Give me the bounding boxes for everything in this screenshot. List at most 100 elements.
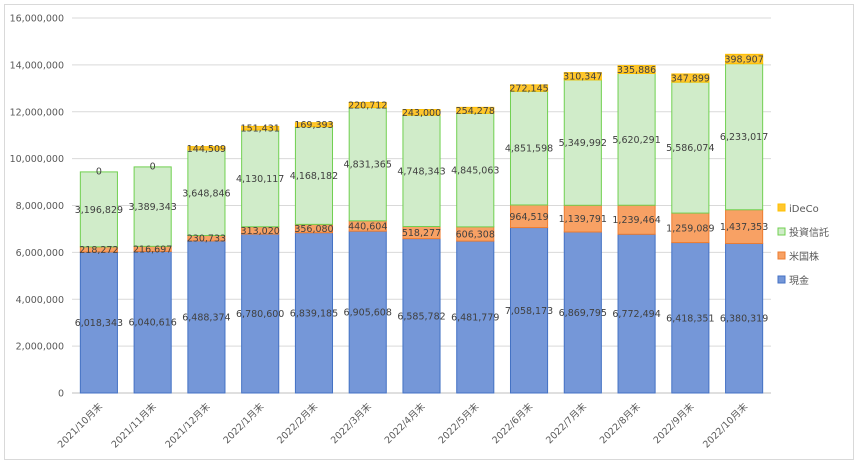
stacked-bar-chart: 0 2,000,000 4,000,000 6,000,000 8,000,000 10,… bbox=[10, 14, 829, 451]
bar-segment bbox=[241, 125, 280, 131]
bar-segment bbox=[348, 107, 387, 222]
data-label: 4,831,365 bbox=[344, 160, 392, 171]
bar-segment bbox=[671, 212, 710, 244]
data-label: 254,278 bbox=[456, 106, 495, 117]
data-label: 7,058,173 bbox=[505, 306, 553, 317]
data-label: 6,869,795 bbox=[559, 308, 607, 319]
data-label: 216,697 bbox=[133, 244, 172, 255]
legend-swatch bbox=[777, 275, 786, 284]
data-label: 3,196,829 bbox=[75, 205, 123, 216]
data-label: 3,648,846 bbox=[182, 188, 230, 199]
bars bbox=[79, 53, 764, 394]
data-label: 6,772,494 bbox=[612, 309, 660, 320]
legend-item: 投資信託 bbox=[777, 226, 829, 239]
data-label: 4,748,343 bbox=[397, 166, 445, 177]
bar-segment bbox=[563, 231, 602, 394]
data-label: 1,239,464 bbox=[612, 215, 660, 226]
bar-segment bbox=[402, 238, 441, 394]
x-tick-label: 2022/3月末 bbox=[328, 400, 374, 446]
chart-area: 0 2,000,000 4,000,000 6,000,000 8,000,000 10,… bbox=[4, 4, 854, 460]
legend-label: 現金 bbox=[789, 274, 809, 287]
bar-segment bbox=[509, 84, 549, 92]
bar-segment bbox=[133, 250, 172, 394]
y-axis: 0 2,000,000 4,000,000 6,000,000 8,000,000 10,… bbox=[10, 14, 64, 400]
data-label: 6,018,343 bbox=[75, 318, 123, 329]
data-label: 6,780,600 bbox=[236, 309, 284, 320]
data-label: 1,259,089 bbox=[666, 223, 714, 234]
bar-segment bbox=[294, 126, 334, 225]
bar-segment bbox=[187, 149, 226, 237]
bar-segment bbox=[79, 171, 118, 248]
data-label: 4,168,182 bbox=[290, 171, 338, 182]
x-tick-label: 2022/10月末 bbox=[700, 400, 750, 450]
y-tick-label: 12,000,000 bbox=[10, 107, 64, 118]
data-label: 440,604 bbox=[348, 221, 387, 232]
data-label: 606,308 bbox=[456, 229, 495, 240]
data-label: 313,020 bbox=[241, 226, 280, 237]
x-tick-label: 2022/1月末 bbox=[221, 400, 267, 446]
y-tick-label: 14,000,000 bbox=[10, 60, 64, 71]
bar-segment bbox=[617, 72, 656, 206]
data-label: 218,272 bbox=[79, 245, 118, 256]
x-tick-label: 2022/6月末 bbox=[490, 400, 536, 446]
data-label: 4,851,598 bbox=[505, 144, 553, 155]
data-label: 6,418,351 bbox=[666, 313, 714, 324]
data-label: 398,907 bbox=[724, 54, 763, 65]
bar-segment bbox=[725, 209, 764, 244]
data-label: 5,349,992 bbox=[559, 138, 607, 149]
x-tick-label: 2022/5月末 bbox=[436, 400, 482, 446]
bar-segment bbox=[187, 146, 226, 151]
legend-swatch bbox=[777, 251, 786, 260]
y-tick-label: 0 bbox=[58, 389, 64, 400]
data-label: 6,481,779 bbox=[451, 313, 499, 324]
data-label: 3,389,343 bbox=[128, 202, 176, 213]
bar-segment bbox=[563, 72, 602, 81]
bar-segment bbox=[456, 106, 495, 114]
y-tick-label: 4,000,000 bbox=[16, 295, 64, 306]
data-label: 4,130,117 bbox=[236, 174, 284, 185]
x-axis: 2021/10月末 2021/11月末 2021/12月末 2022/1月末 2022/… bbox=[55, 400, 750, 450]
x-tick-label: 2022/4月末 bbox=[382, 400, 428, 446]
data-label: 151,431 bbox=[241, 124, 280, 135]
bar-segment bbox=[617, 233, 656, 394]
bar-segment bbox=[241, 129, 280, 228]
bar-segment bbox=[671, 242, 710, 394]
bar-segment bbox=[133, 166, 172, 247]
data-labels: 6,018,343 218,272 3,196,829 0 6,040,616 216,6… bbox=[75, 54, 769, 329]
x-tick-label: 2022/2月末 bbox=[275, 400, 321, 446]
y-tick-label: 2,000,000 bbox=[16, 342, 64, 353]
bar-segment bbox=[348, 101, 387, 109]
data-label: 144,509 bbox=[187, 144, 226, 155]
bar-segment bbox=[725, 242, 764, 394]
legend-swatch bbox=[777, 227, 786, 236]
data-label: 1,139,791 bbox=[559, 214, 607, 225]
data-label: 1,437,353 bbox=[720, 222, 768, 233]
y-tick-label: 10,000,000 bbox=[10, 154, 64, 165]
data-label: 5,586,074 bbox=[666, 143, 714, 154]
data-label: 0 bbox=[96, 166, 102, 177]
y-tick-label: 6,000,000 bbox=[16, 248, 64, 259]
legend-item: 米国株 bbox=[777, 250, 819, 263]
x-tick-label: 2021/11月末 bbox=[109, 400, 159, 450]
data-label: 6,488,374 bbox=[182, 312, 230, 323]
data-label: 5,620,291 bbox=[612, 135, 660, 146]
bar-segment bbox=[671, 73, 710, 83]
bar-segment bbox=[348, 230, 387, 394]
legend-item: iDeCo bbox=[777, 203, 819, 215]
x-tick-label: 2022/9月末 bbox=[651, 400, 697, 446]
bar-segment bbox=[79, 251, 118, 394]
data-label: 347,899 bbox=[671, 74, 710, 85]
data-label: 169,393 bbox=[294, 120, 333, 131]
bar-segment bbox=[725, 53, 764, 65]
legend-item: 現金 bbox=[777, 274, 809, 287]
bar-segment bbox=[402, 109, 441, 116]
x-tick-label: 2021/10月末 bbox=[55, 400, 105, 450]
x-tick-label: 2022/8月末 bbox=[597, 400, 643, 446]
legend-label: iDeCo bbox=[789, 204, 819, 215]
y-tick-label: 8,000,000 bbox=[16, 201, 64, 212]
x-tick-label: 2021/12月末 bbox=[163, 400, 213, 450]
bar-segment bbox=[509, 90, 549, 206]
data-label: 6,839,185 bbox=[290, 308, 338, 319]
data-label: 6,040,616 bbox=[128, 318, 176, 329]
